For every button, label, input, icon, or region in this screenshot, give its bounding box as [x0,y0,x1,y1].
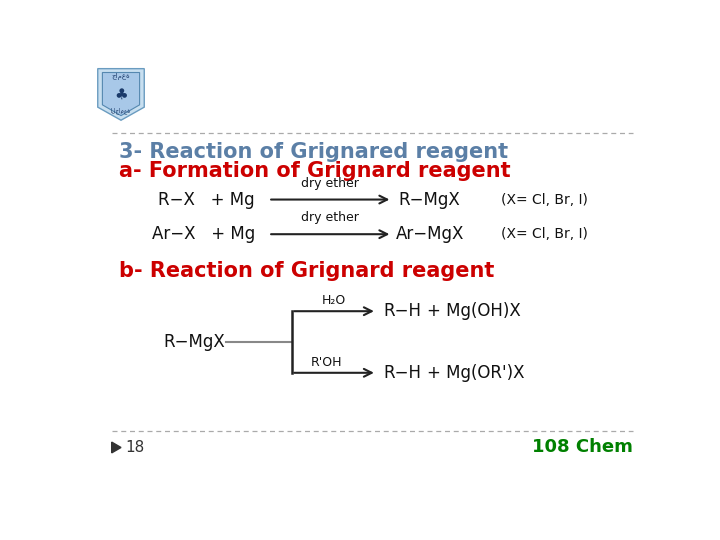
Text: R−H: R−H [383,302,421,320]
Text: R−MgX: R−MgX [398,191,460,208]
Text: + Mg(OR')X: + Mg(OR')X [427,364,525,382]
Text: (X= Cl, Br, I): (X= Cl, Br, I) [500,193,588,206]
Text: R−X   + Mg: R−X + Mg [158,191,255,208]
Text: 18: 18 [126,440,145,455]
Polygon shape [112,442,121,453]
Text: dry ether: dry ether [301,177,359,190]
Text: (X= Cl, Br, I): (X= Cl, Br, I) [500,227,588,241]
Text: + Mg(OH)X: + Mg(OH)X [427,302,521,320]
Text: 108 Chem: 108 Chem [531,438,632,456]
Text: ♣: ♣ [114,86,128,102]
Text: b- Reaction of Grignard reagent: b- Reaction of Grignard reagent [120,261,495,281]
Polygon shape [98,69,144,120]
Text: R−MgX: R−MgX [163,333,225,351]
Text: الجامعة: الجامعة [111,107,131,114]
Text: a- Formation of Grignard reagent: a- Formation of Grignard reagent [120,161,511,181]
Text: 3- Reaction of Grignared reagent: 3- Reaction of Grignared reagent [120,142,508,162]
Polygon shape [102,72,140,116]
Text: H₂O: H₂O [322,294,346,307]
Text: Ar−MgX: Ar−MgX [396,225,464,243]
Text: R'OH: R'OH [310,356,342,369]
Text: dry ether: dry ether [301,211,359,224]
Text: R−H: R−H [383,364,421,382]
Text: جامعة: جامعة [112,73,130,80]
Text: Ar−X   + Mg: Ar−X + Mg [152,225,256,243]
